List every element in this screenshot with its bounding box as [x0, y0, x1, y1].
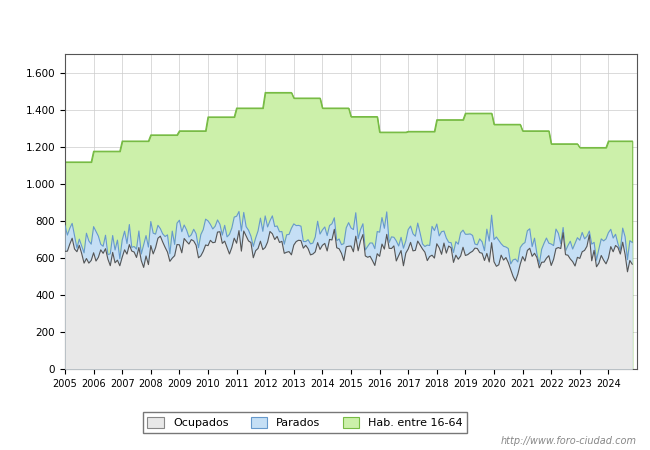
Legend: Ocupados, Parados, Hab. entre 16-64: Ocupados, Parados, Hab. entre 16-64 — [143, 412, 467, 433]
Text: La Iruela - Evolucion de la poblacion en edad de Trabajar Noviembre de 2024: La Iruela - Evolucion de la poblacion en… — [83, 23, 567, 36]
Text: http://www.foro-ciudad.com: http://www.foro-ciudad.com — [501, 436, 637, 446]
